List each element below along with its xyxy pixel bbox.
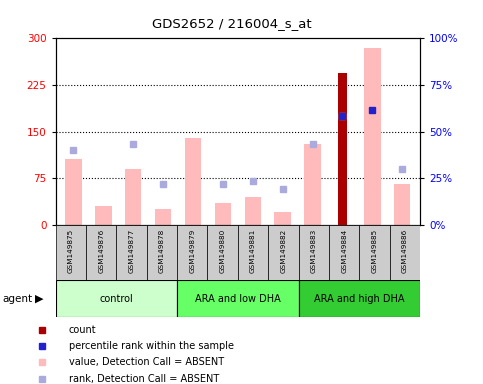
Text: GSM149877: GSM149877: [128, 228, 135, 273]
Text: GSM149880: GSM149880: [220, 228, 226, 273]
Text: GSM149885: GSM149885: [371, 228, 378, 273]
Bar: [177, 280, 298, 317]
Bar: [359, 225, 390, 280]
Bar: [185, 138, 201, 225]
Bar: [304, 144, 321, 225]
Text: percentile rank within the sample: percentile rank within the sample: [69, 341, 234, 351]
Text: ARA and high DHA: ARA and high DHA: [314, 293, 405, 304]
Text: GSM149881: GSM149881: [250, 228, 256, 273]
Bar: [147, 225, 177, 280]
Text: GSM149883: GSM149883: [311, 228, 317, 273]
Text: GSM149886: GSM149886: [402, 228, 408, 273]
Bar: [177, 225, 208, 280]
Bar: [274, 212, 291, 225]
Text: ▶: ▶: [35, 293, 44, 304]
Bar: [394, 184, 411, 225]
Bar: [329, 225, 359, 280]
Bar: [65, 159, 82, 225]
Bar: [338, 73, 347, 225]
Bar: [364, 48, 381, 225]
Text: control: control: [99, 293, 133, 304]
Bar: [56, 280, 177, 317]
Bar: [125, 169, 142, 225]
Bar: [390, 225, 420, 280]
Bar: [86, 225, 116, 280]
Text: GDS2652 / 216004_s_at: GDS2652 / 216004_s_at: [152, 17, 312, 30]
Text: GSM149879: GSM149879: [189, 228, 195, 273]
Bar: [268, 225, 298, 280]
Bar: [56, 225, 86, 280]
Text: GSM149878: GSM149878: [159, 228, 165, 273]
Text: ARA and low DHA: ARA and low DHA: [195, 293, 281, 304]
Text: rank, Detection Call = ABSENT: rank, Detection Call = ABSENT: [69, 374, 219, 384]
Bar: [95, 206, 112, 225]
Text: agent: agent: [2, 293, 32, 304]
Bar: [208, 225, 238, 280]
Bar: [215, 203, 231, 225]
Bar: [155, 209, 171, 225]
Bar: [298, 225, 329, 280]
Text: count: count: [69, 326, 96, 336]
Text: GSM149875: GSM149875: [68, 228, 74, 273]
Bar: [244, 197, 261, 225]
Bar: [238, 225, 268, 280]
Text: GSM149876: GSM149876: [98, 228, 104, 273]
Text: GSM149882: GSM149882: [281, 228, 286, 273]
Bar: [116, 225, 147, 280]
Bar: [298, 280, 420, 317]
Text: GSM149884: GSM149884: [341, 228, 347, 273]
Text: value, Detection Call = ABSENT: value, Detection Call = ABSENT: [69, 357, 224, 367]
